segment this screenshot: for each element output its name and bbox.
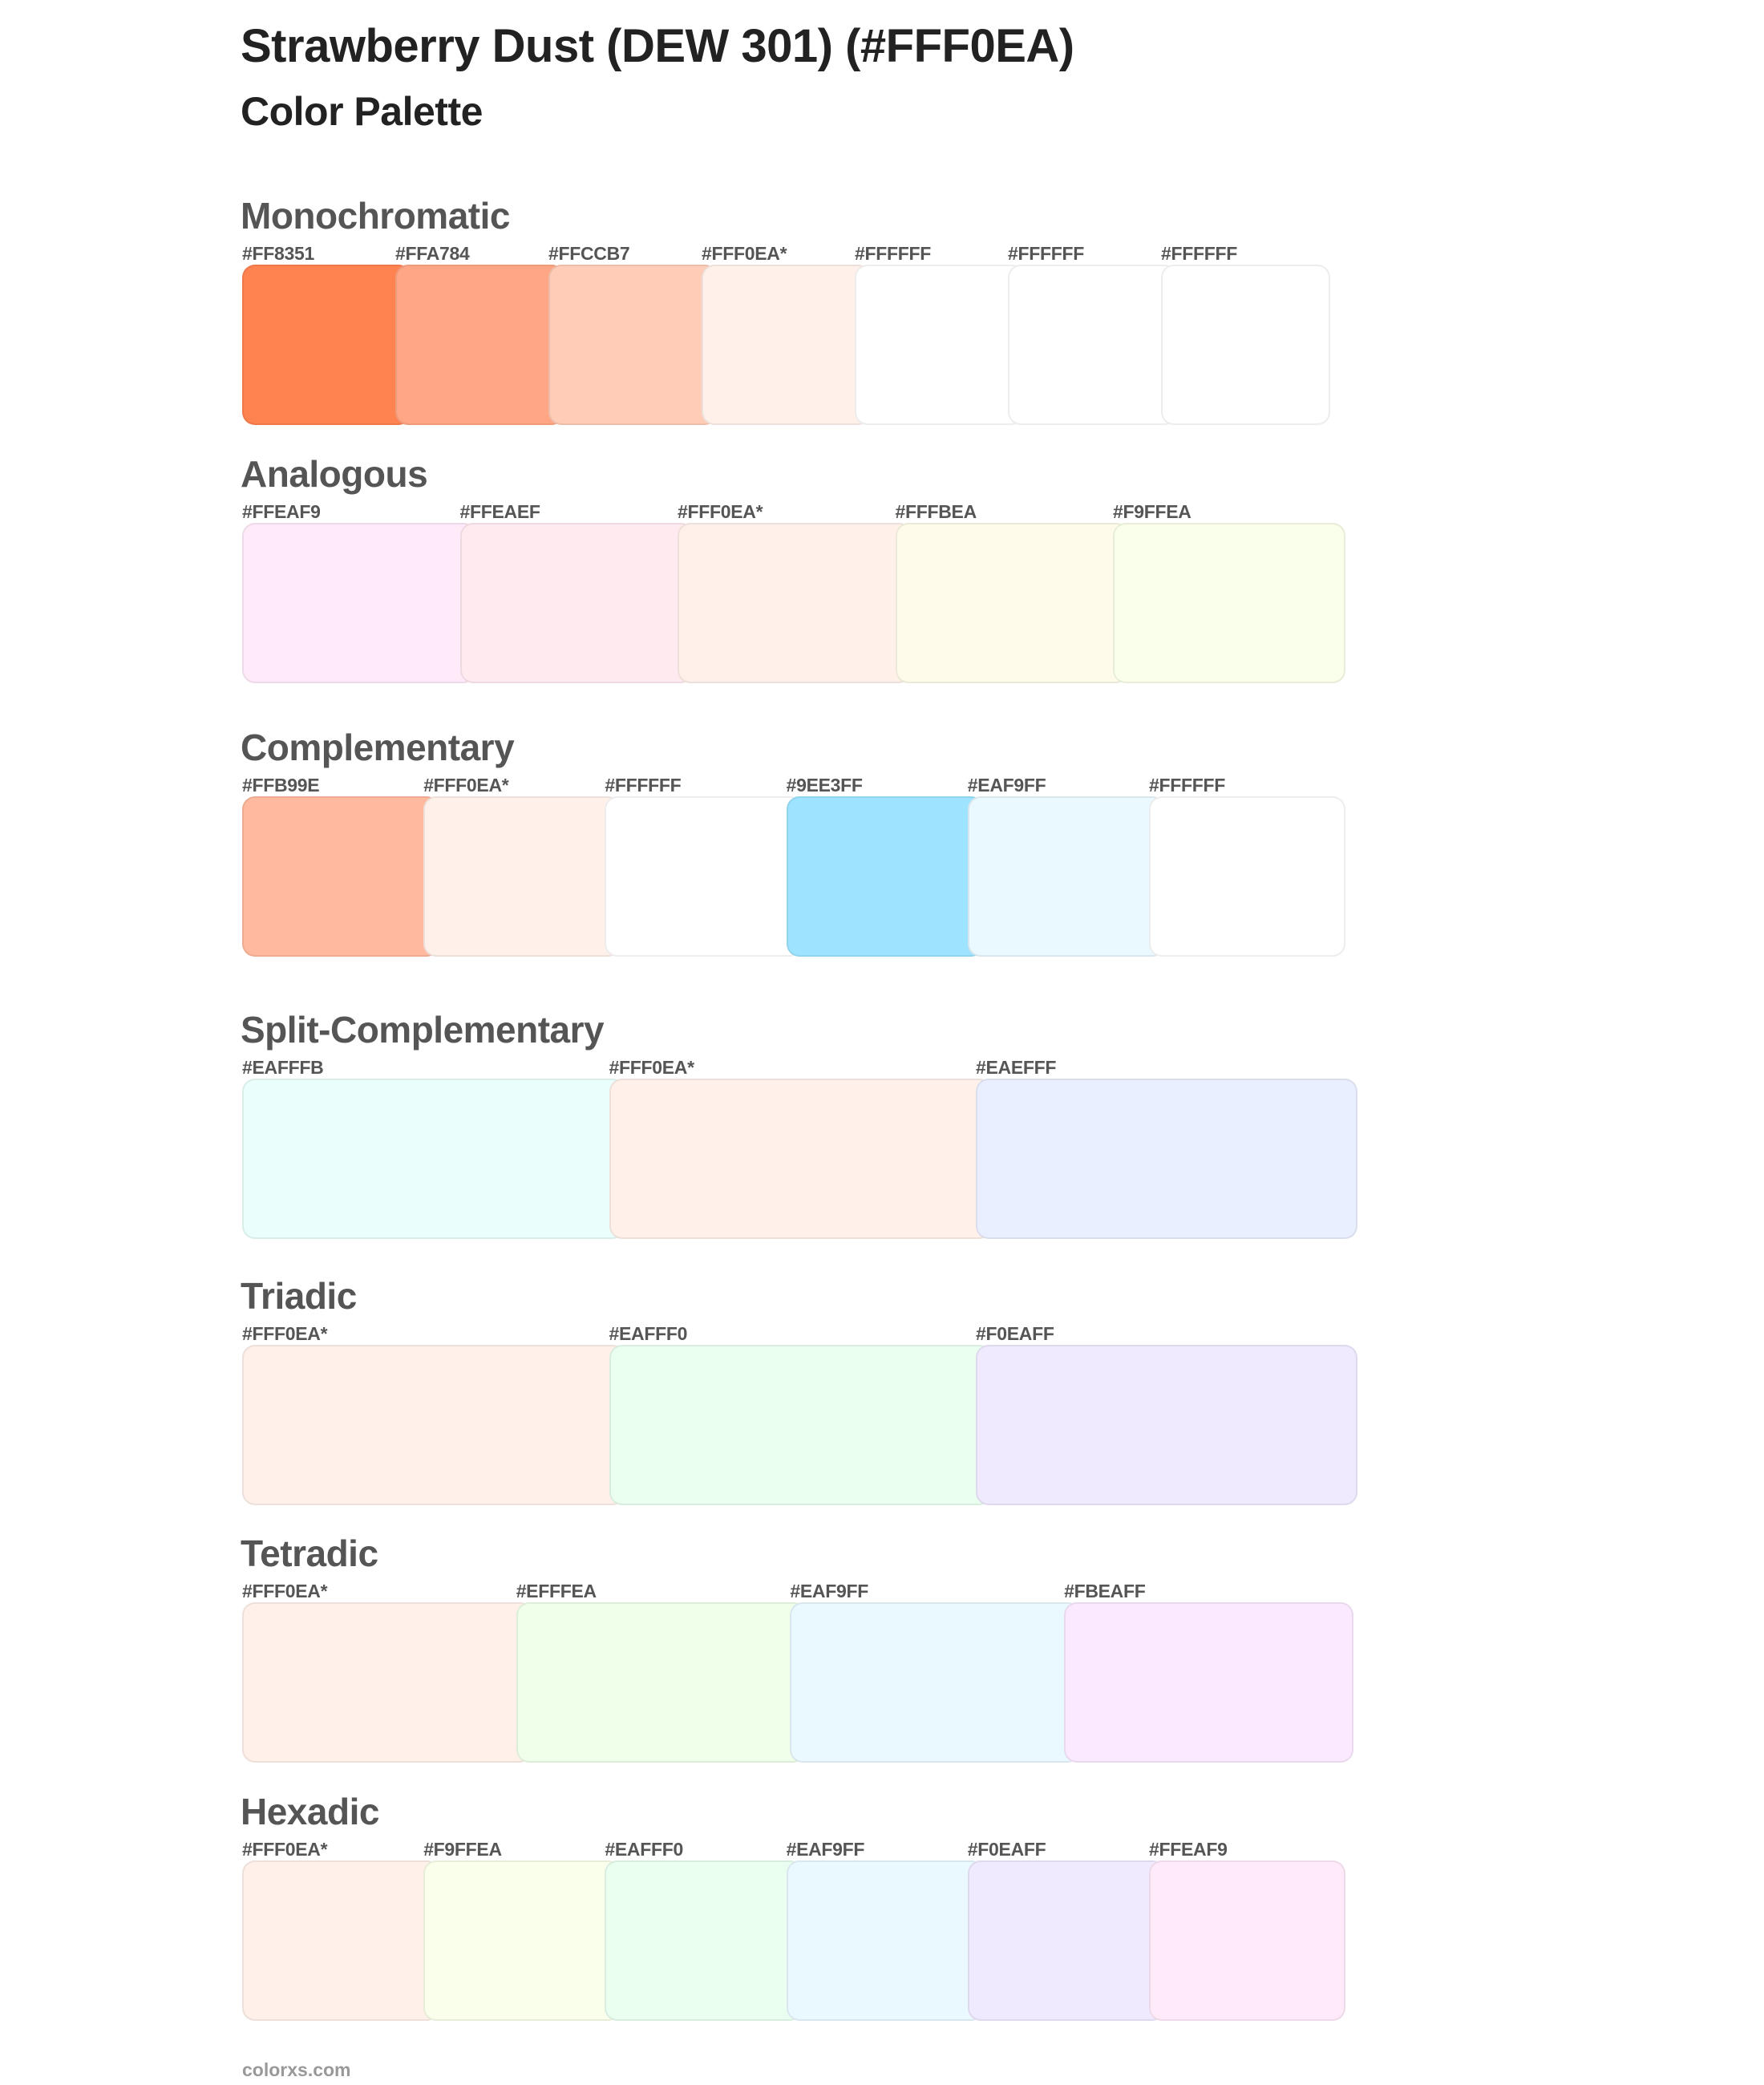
- swatch-hex-label: #FFEAEF: [459, 501, 540, 522]
- swatch-hex-label: #FFEAF9: [1149, 1839, 1228, 1860]
- color-swatch[interactable]: [459, 523, 694, 683]
- swatch-hex-label: #FFB99E: [242, 775, 320, 796]
- section-title: Hexadic: [241, 1791, 379, 1832]
- page-title: Strawberry Dust (DEW 301) (#FFF0EA): [241, 20, 1074, 72]
- swatch-hex-label: #F9FFEA: [1113, 501, 1192, 522]
- color-swatch[interactable]: [976, 1079, 1357, 1239]
- color-swatch[interactable]: [423, 1860, 621, 2021]
- swatch-hex-label: #EAF9FF: [786, 1839, 865, 1860]
- page-subtitle: Color Palette: [241, 89, 483, 134]
- color-swatch[interactable]: [786, 1860, 984, 2021]
- palette-section-complementary: Complementary #FFB99E #FFF0EA* #FFFFFF #9EE3…: [0, 727, 1764, 1010]
- swatch-hex-label: #EAEFFF: [976, 1057, 1057, 1078]
- color-swatch[interactable]: [855, 265, 1024, 425]
- swatch-hex-label: #FFF0EA*: [423, 775, 509, 796]
- color-swatch[interactable]: [790, 1602, 1081, 1763]
- color-swatch[interactable]: [423, 796, 621, 957]
- color-swatch[interactable]: [786, 796, 984, 957]
- color-swatch[interactable]: [605, 796, 803, 957]
- swatch-hex-label: #FFFFFF: [1161, 243, 1237, 264]
- color-swatch[interactable]: [976, 1345, 1357, 1505]
- palette-section-analogous: Analogous #FFEAF9 #FFEAEF #FFF0EA* #FFFBEA #F…: [0, 453, 1764, 737]
- palette-section-monochromatic: Monochromatic #FF8351 #FFA784 #FFCCB7 #FFF0E…: [0, 195, 1764, 479]
- color-swatch[interactable]: [548, 265, 718, 425]
- section-title: Monochromatic: [241, 195, 510, 237]
- color-swatch[interactable]: [242, 1860, 440, 2021]
- section-title: Analogous: [241, 453, 428, 495]
- footer-site-link[interactable]: colorxs.com: [242, 2059, 351, 2080]
- color-swatch[interactable]: [967, 1860, 1165, 2021]
- section-title: Triadic: [241, 1275, 357, 1317]
- color-swatch[interactable]: [242, 1602, 532, 1763]
- palette-section-triadic: Triadic #FFF0EA* #EAFFF0 #F0EAFF: [0, 1275, 1764, 1559]
- color-swatch[interactable]: [242, 1079, 625, 1239]
- palette-section-split-complementary: Split-Complementary #EAFFFB #FFF0EA* #EAEFF…: [0, 1009, 1764, 1293]
- swatch-hex-label: #FFF0EA*: [678, 501, 763, 522]
- swatch-hex-label: #FFF0EA*: [609, 1057, 695, 1078]
- swatch-hex-label: #EAFFF0: [605, 1839, 683, 1860]
- swatch-hex-label: #EAF9FF: [790, 1581, 868, 1601]
- section-title: Split-Complementary: [241, 1009, 605, 1051]
- swatch-hex-label: #F0EAFF: [967, 1839, 1046, 1860]
- section-title: Tetradic: [241, 1532, 378, 1574]
- color-swatch[interactable]: [1149, 1860, 1345, 2021]
- palette-section-hexadic: Hexadic #FFF0EA* #F9FFEA #EAFFF0 #EAF9FF #F0E…: [0, 1791, 1764, 2075]
- color-swatch[interactable]: [967, 796, 1165, 957]
- swatch-hex-label: #FFFBEA: [895, 501, 977, 522]
- color-swatch[interactable]: [1113, 523, 1345, 683]
- color-swatch[interactable]: [242, 796, 440, 957]
- color-swatch[interactable]: [242, 1345, 625, 1505]
- swatch-hex-label: #FFFFFF: [1008, 243, 1084, 264]
- swatch-hex-label: #EAF9FF: [967, 775, 1046, 796]
- swatch-hex-label: #FFFFFF: [855, 243, 931, 264]
- swatch-hex-label: #FFEAF9: [242, 501, 321, 522]
- swatch-hex-label: #F0EAFF: [976, 1323, 1054, 1344]
- section-title: Complementary: [241, 727, 515, 768]
- palette-section-tetradic: Tetradic #FFF0EA* #EFFFEA #EAF9FF #FBEAFF: [0, 1532, 1764, 1816]
- color-swatch[interactable]: [609, 1345, 992, 1505]
- swatch-hex-label: #FFA784: [395, 243, 470, 264]
- swatch-hex-label: #EAFFFB: [242, 1057, 324, 1078]
- color-swatch[interactable]: [395, 265, 564, 425]
- swatch-hex-label: #FF8351: [242, 243, 314, 264]
- swatch-hex-label: #F9FFEA: [423, 1839, 502, 1860]
- swatch-hex-label: #FBEAFF: [1064, 1581, 1146, 1601]
- color-swatch[interactable]: [1008, 265, 1177, 425]
- swatch-hex-label: #FFFFFF: [605, 775, 682, 796]
- color-swatch[interactable]: [702, 265, 871, 425]
- color-swatch[interactable]: [605, 1860, 803, 2021]
- swatch-hex-label: #FFFFFF: [1149, 775, 1225, 796]
- color-swatch[interactable]: [1149, 796, 1345, 957]
- swatch-hex-label: #FFF0EA*: [242, 1581, 328, 1601]
- swatch-hex-label: #FFF0EA*: [702, 243, 787, 264]
- swatch-hex-label: #EFFFEA: [516, 1581, 597, 1601]
- color-swatch[interactable]: [1161, 265, 1330, 425]
- swatch-hex-label: #EAFFF0: [609, 1323, 688, 1344]
- swatch-hex-label: #9EE3FF: [786, 775, 863, 796]
- color-swatch[interactable]: [242, 265, 411, 425]
- color-swatch[interactable]: [516, 1602, 807, 1763]
- color-swatch[interactable]: [242, 523, 476, 683]
- color-swatch[interactable]: [895, 523, 1129, 683]
- swatch-hex-label: #FFF0EA*: [242, 1323, 328, 1344]
- color-swatch[interactable]: [678, 523, 912, 683]
- swatch-hex-label: #FFF0EA*: [242, 1839, 328, 1860]
- swatch-hex-label: #FFCCB7: [548, 243, 630, 264]
- color-swatch[interactable]: [609, 1079, 992, 1239]
- color-swatch[interactable]: [1064, 1602, 1354, 1763]
